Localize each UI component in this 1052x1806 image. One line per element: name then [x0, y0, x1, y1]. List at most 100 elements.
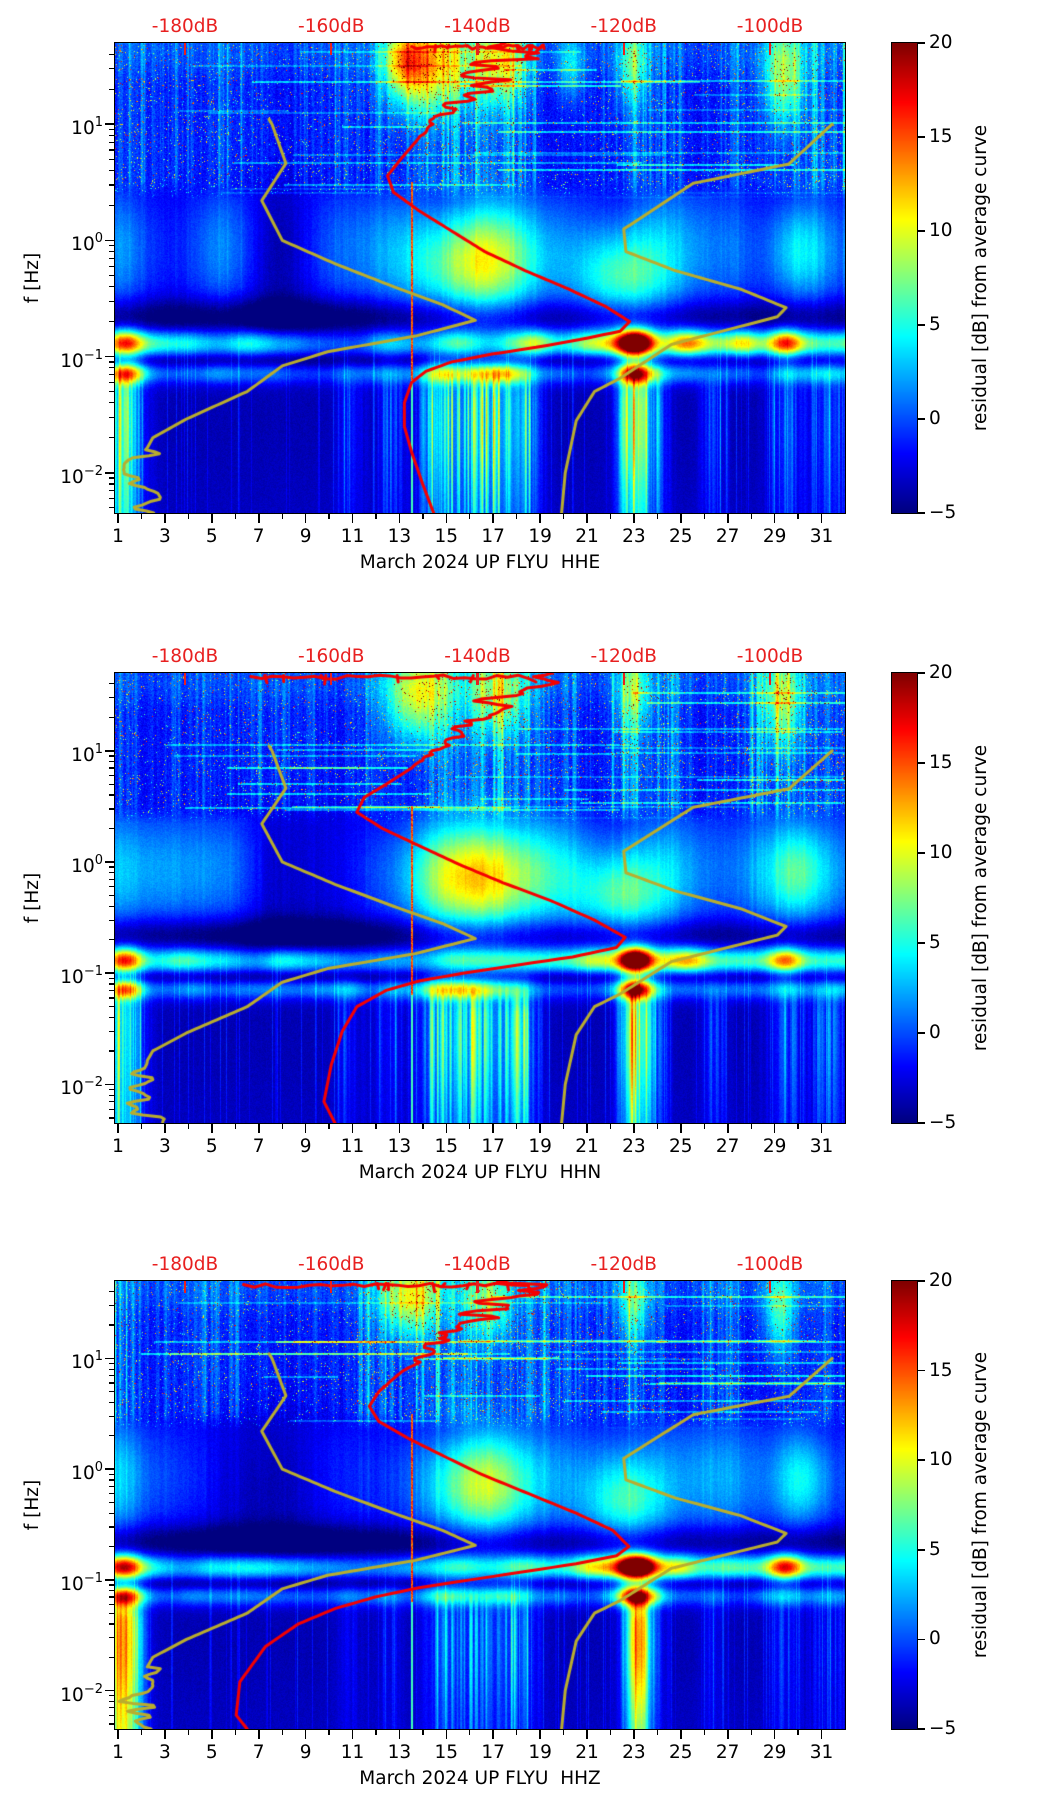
y-major-tick	[105, 1357, 114, 1360]
x-major-tick	[680, 1124, 682, 1133]
colorbar-tick	[918, 418, 925, 420]
x-minor-tick	[328, 1730, 330, 1735]
x-major-tick	[820, 1124, 823, 1133]
y-minor-tick	[109, 1512, 114, 1514]
x-minor-tick	[422, 1124, 424, 1129]
y-tick-label: 10−1	[60, 347, 103, 372]
y-minor-tick	[109, 1374, 114, 1377]
x-minor-tick	[187, 1730, 190, 1735]
y-minor-tick	[109, 1088, 114, 1091]
y-minor-tick	[109, 1545, 114, 1548]
x-tick-label: 29	[762, 1136, 787, 1157]
x-axis-label-hhn: March 2024 UP FLYU HHN	[358, 1162, 602, 1183]
y-minor-tick	[109, 1700, 114, 1703]
y-minor-tick	[109, 989, 114, 992]
y-minor-tick	[109, 507, 114, 509]
x-axis-label-hhz: March 2024 UP FLYU HHZ	[359, 1768, 601, 1789]
colorbar-tick-label: 0	[929, 408, 941, 429]
x-major-tick	[398, 1730, 401, 1739]
x-major-tick	[539, 514, 541, 523]
y-minor-tick	[109, 794, 114, 796]
y-minor-tick	[109, 437, 114, 439]
x-minor-tick	[140, 514, 143, 519]
x-minor-tick	[140, 1124, 143, 1129]
y-minor-tick	[109, 477, 114, 479]
y-minor-tick	[109, 774, 114, 777]
colorbar-label-hhz: residual [dB] from average curve	[970, 1351, 991, 1659]
y-minor-tick	[109, 483, 114, 485]
y-minor-tick	[109, 1596, 114, 1598]
y-minor-tick	[109, 497, 114, 500]
colorbar-tick-label: 10	[929, 842, 953, 863]
x-tick-label: 21	[575, 1742, 599, 1763]
y-tick-label: 101	[71, 115, 103, 140]
x-minor-tick	[234, 1730, 236, 1735]
y-minor-tick	[109, 1304, 114, 1307]
x-tick-label: 15	[434, 526, 459, 547]
top-db-tick	[183, 1281, 187, 1293]
y-minor-tick	[109, 886, 114, 888]
colorbar-tick	[918, 1280, 925, 1282]
y-minor-tick	[109, 265, 114, 267]
x-minor-tick	[656, 1124, 659, 1129]
y-minor-tick	[109, 1016, 114, 1019]
y-minor-tick	[109, 390, 114, 393]
y-minor-tick	[109, 1589, 114, 1592]
x-tick-label: 17	[481, 1742, 505, 1763]
x-major-tick	[586, 1730, 588, 1739]
y-minor-tick	[109, 919, 114, 921]
colorbar-tick	[918, 324, 925, 326]
x-major-tick	[304, 1124, 307, 1133]
top-db-tick-label: -140dB	[444, 16, 511, 37]
x-minor-tick	[703, 1124, 705, 1129]
y-minor-tick	[109, 149, 114, 151]
x-minor-tick	[703, 1730, 705, 1735]
spectrogram-canvas-hhe	[115, 43, 845, 513]
x-minor-tick	[562, 1124, 565, 1129]
y-minor-tick	[109, 128, 114, 131]
y-tick-label: 10−1	[60, 964, 103, 989]
y-minor-tick	[109, 977, 114, 979]
y-minor-tick	[109, 1473, 114, 1475]
x-major-tick	[773, 514, 776, 523]
x-tick-label: 5	[205, 1742, 218, 1763]
y-major-tick	[105, 1689, 114, 1692]
x-major-tick	[586, 1124, 588, 1133]
x-tick-label: 31	[809, 1136, 834, 1157]
x-major-tick	[726, 514, 729, 523]
y-minor-tick	[109, 367, 114, 369]
top-db-tick	[330, 1281, 333, 1293]
y-minor-tick	[109, 257, 114, 260]
x-tick-label: 7	[252, 526, 265, 547]
y-minor-tick	[109, 1623, 114, 1625]
x-minor-tick	[375, 514, 377, 519]
x-tick-label: 11	[340, 526, 365, 547]
y-minor-tick	[109, 872, 114, 874]
colorbar-tick-label: 15	[929, 752, 953, 773]
top-db-tick-label: -160dB	[298, 646, 365, 667]
x-tick-label: 5	[205, 526, 218, 547]
top-db-tick-label: -120dB	[590, 16, 657, 37]
colorbar-tick	[918, 42, 925, 44]
x-minor-tick	[609, 1124, 612, 1129]
x-major-tick	[633, 1730, 635, 1739]
x-tick-label: 25	[669, 1136, 693, 1157]
y-minor-tick	[109, 827, 114, 830]
x-tick-label: 5	[205, 1136, 218, 1157]
y-minor-tick	[109, 783, 114, 785]
y-minor-tick	[109, 1006, 114, 1008]
y-minor-tick	[109, 53, 114, 55]
x-minor-tick	[750, 1730, 752, 1735]
x-tick-label: 9	[299, 526, 312, 547]
y-minor-tick	[109, 381, 114, 383]
colorbar-tick-label: −5	[929, 1112, 957, 1133]
y-minor-tick	[109, 894, 114, 897]
top-db-tick	[476, 673, 479, 685]
x-tick-label: 7	[252, 1742, 265, 1763]
x-major-tick	[492, 1730, 495, 1739]
y-minor-tick	[109, 320, 114, 323]
x-tick-label: 19	[528, 1742, 552, 1763]
y-major-tick	[105, 1579, 114, 1581]
x-minor-tick	[187, 1124, 190, 1129]
